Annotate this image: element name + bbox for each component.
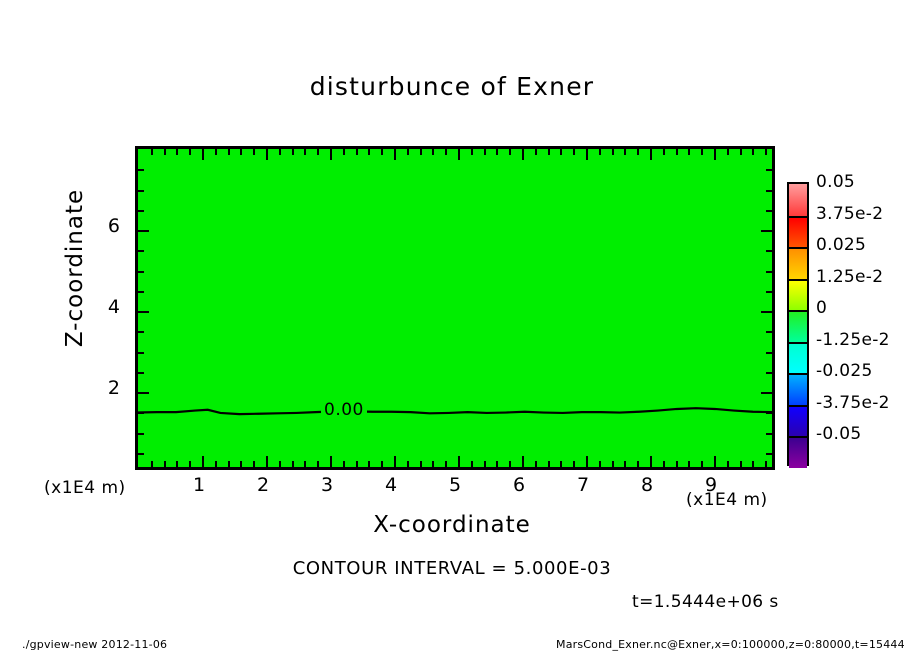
colorbar-tick-label-2: 0.025 [816, 235, 867, 256]
colorbar-tick-label-0: 0.05 [816, 172, 856, 192]
colorbar-band-7 [789, 404, 807, 437]
y-tick-label-1: 4 [107, 296, 120, 318]
colorbar-band-8 [789, 436, 807, 468]
colorbar-band-5 [789, 341, 807, 374]
colorbar-band-3 [789, 278, 807, 311]
x-axis-unit-label: (x1E4 m) [686, 490, 768, 510]
x-axis-title: X-coordinate [373, 512, 531, 538]
x-tick-label-5: 6 [512, 474, 526, 496]
x-tick-label-1: 2 [256, 474, 270, 496]
colorbar[interactable] [787, 182, 809, 468]
colorbar-band-0 [789, 184, 807, 216]
y-axis-unit-label: (x1E4 m) [44, 478, 126, 498]
time-stamp-text: t=1.5444e+06 s [632, 592, 779, 612]
x-tick-label-7: 8 [640, 474, 654, 496]
plot-area[interactable] [135, 146, 775, 470]
colorbar-band-2 [789, 247, 807, 279]
colorbar-tick-label-3: 1.25e-2 [816, 266, 884, 287]
x-tick-label-3: 4 [384, 474, 398, 496]
y-tick-label-2: 6 [107, 215, 120, 237]
contour-line-zero [138, 149, 772, 467]
y-tick-label-0: 2 [107, 377, 120, 399]
x-tick-label-8: 9 [704, 474, 718, 496]
x-tick-label-0: 1 [192, 474, 206, 496]
colorbar-tick-label-6: -0.025 [816, 361, 873, 382]
colorbar-tick-label-4: 0 [816, 298, 828, 319]
colorbar-band-6 [789, 373, 807, 405]
contour-interval-text: CONTOUR INTERVAL = 5.000E-03 [292, 558, 612, 579]
colorbar-band-4 [789, 310, 807, 342]
x-tick-label-4: 5 [448, 474, 462, 496]
footer-source-info: MarsCond_Exner.nc@Exner,x=0:100000,z=0:8… [556, 638, 904, 651]
y-axis-title: Z-coordinate [62, 188, 88, 348]
colorbar-tick-label-1: 3.75e-2 [816, 203, 884, 224]
colorbar-band-1 [789, 215, 807, 248]
colorbar-tick-label-8: -0.05 [816, 424, 862, 445]
footer-tool-info: ./gpview-new 2012-11-06 [22, 638, 168, 651]
colorbar-tick-label-5: -1.25e-2 [816, 329, 890, 350]
x-tick-label-2: 3 [320, 474, 334, 496]
x-tick-label-6: 7 [576, 474, 590, 496]
contour-label-zero: 0.00 [321, 401, 367, 421]
page-title: disturbunce of Exner [309, 72, 595, 101]
colorbar-tick-label-7: -3.75e-2 [816, 392, 890, 413]
